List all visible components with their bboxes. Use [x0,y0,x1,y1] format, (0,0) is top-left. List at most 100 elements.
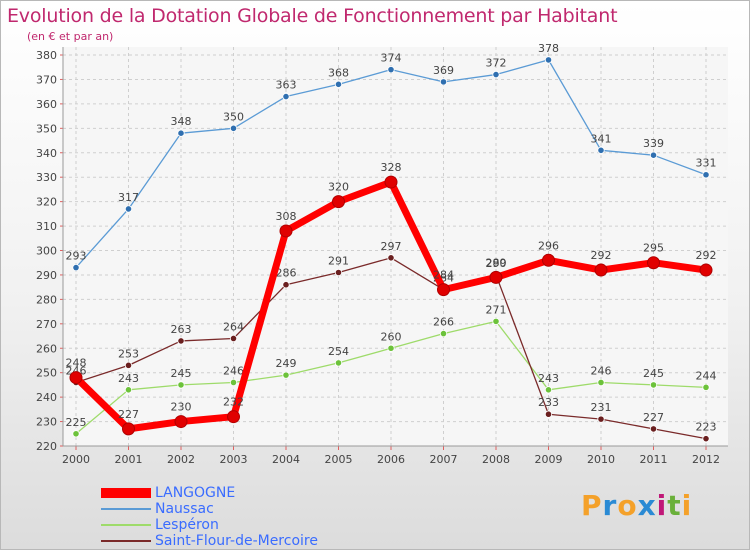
logo-letter: x [637,489,657,522]
y-tick-label: 340 [36,147,57,160]
y-tick-label: 360 [36,98,57,111]
x-tick-label: 2010 [587,453,615,466]
data-point-saint-flour-de-mercoire [387,254,395,262]
data-label-naussac: 339 [643,137,664,150]
data-point-lesp-ron [177,381,185,389]
data-point-langogne [227,410,240,424]
legend-item-langogne: LANGOGNE [101,485,361,501]
data-label-naussac: 331 [696,157,717,170]
data-point-saint-flour-de-mercoire [124,361,133,369]
data-label-saint-flour-de-mercoire: 227 [643,411,664,424]
data-point-saint-flour-de-mercoire [649,425,658,433]
data-point-langogne [542,253,555,267]
data-point-langogne [279,224,293,238]
data-label-langogne: 227 [118,408,139,421]
data-point-lesp-ron [229,378,238,387]
data-point-langogne [437,283,450,297]
data-label-naussac: 363 [276,79,297,92]
data-point-naussac [597,146,605,154]
data-label-langogne: 292 [696,249,717,262]
data-label-saint-flour-de-mercoire: 297 [381,240,402,253]
data-point-naussac [72,264,80,272]
legend-item-saint-flour: Saint-Flour-de-Mercoire [101,533,361,549]
legend-label-lesperon: Lespéron [155,517,219,533]
data-point-saint-flour-de-mercoire [229,334,238,343]
data-label-saint-flour-de-mercoire: 290 [486,257,507,270]
data-label-langogne: 295 [643,242,664,255]
data-point-saint-flour-de-mercoire [597,415,605,423]
x-tick-label: 2002 [167,453,195,466]
data-label-lesp-ron: 245 [171,367,192,380]
data-label-naussac: 374 [381,52,402,65]
y-tick-label: 370 [36,73,57,86]
y-tick-label: 310 [36,220,57,233]
x-tick-label: 2006 [377,453,405,466]
logo-letter: r [602,489,618,522]
data-point-saint-flour-de-mercoire [544,410,553,418]
data-label-saint-flour-de-mercoire: 264 [223,320,244,333]
data-label-lesp-ron: 225 [66,416,87,429]
y-tick-label: 350 [36,122,57,135]
x-tick-label: 2009 [535,453,563,466]
legend-swatch-langogne [101,488,151,498]
legend-item-resp: Lespéron [101,517,361,533]
data-point-naussac [124,205,133,213]
data-label-langogne: 328 [381,161,402,174]
data-label-lesp-ron: 243 [118,372,139,385]
line-chart: 220 230 240 250 260 270 280 290 300 310 320 330 340 3… [36,42,728,466]
x-tick-label: 2005 [325,453,353,466]
data-label-saint-flour-de-mercoire: 263 [171,323,192,336]
y-tick-label: 320 [36,196,57,209]
data-point-naussac [439,78,448,86]
data-label-naussac: 317 [118,191,139,204]
legend-label-naussac: Naussac [155,501,214,517]
data-point-naussac [702,171,710,179]
y-tick-label: 220 [36,440,57,453]
data-label-langogne: 232 [223,396,244,409]
data-point-lesp-ron [387,344,395,352]
logo-letter: P [581,489,603,522]
y-tick-label: 290 [36,269,57,282]
data-label-naussac: 341 [591,132,612,145]
data-label-naussac: 368 [328,66,349,79]
data-point-lesp-ron [72,430,80,438]
data-label-saint-flour-de-mercoire: 286 [276,267,297,280]
data-point-lesp-ron [702,383,710,391]
data-point-saint-flour-de-mercoire [177,337,185,345]
legend-label-saint-flour: Saint-Flour-de-Mercoire [155,533,318,549]
data-point-lesp-ron [649,381,658,389]
data-point-saint-flour-de-mercoire [702,435,710,443]
data-label-naussac: 369 [433,64,454,77]
data-label-langogne: 308 [276,210,297,223]
data-label-saint-flour-de-mercoire: 233 [538,396,559,409]
data-label-langogne: 248 [66,357,87,370]
legend: LANGOGNE Naussac Lespéron Saint-Flour-de… [101,485,361,549]
data-label-naussac: 293 [66,250,87,263]
data-label-langogne: 292 [591,249,612,262]
y-tick-label: 330 [36,171,57,184]
legend-swatch-naussac [101,508,151,510]
logo-letter: i [656,489,668,522]
chart-title: Evolution de la Dotation Globale de Fonc… [7,5,618,27]
data-label-saint-flour-de-mercoire: 253 [118,347,139,360]
plot-area [63,47,728,446]
data-point-naussac [544,56,553,64]
data-point-naussac [177,129,185,137]
data-point-naussac [387,66,395,74]
data-label-lesp-ron: 249 [276,357,297,370]
y-tick-label: 250 [36,367,57,380]
data-label-lesp-ron: 266 [433,316,454,329]
data-point-langogne [647,256,660,270]
data-point-lesp-ron [124,386,133,394]
data-point-langogne [69,371,83,385]
data-label-lesp-ron: 260 [381,330,402,343]
x-tick-label: 2007 [430,453,458,466]
legend-swatch-lesperon [101,524,151,526]
y-tick-label: 270 [36,318,57,331]
data-label-lesp-ron: 246 [223,364,244,377]
data-label-lesp-ron: 244 [696,369,717,382]
data-label-langogne: 289 [486,256,507,269]
x-tick-label: 2001 [115,453,143,466]
data-label-lesp-ron: 243 [538,372,559,385]
data-label-naussac: 350 [223,110,244,123]
